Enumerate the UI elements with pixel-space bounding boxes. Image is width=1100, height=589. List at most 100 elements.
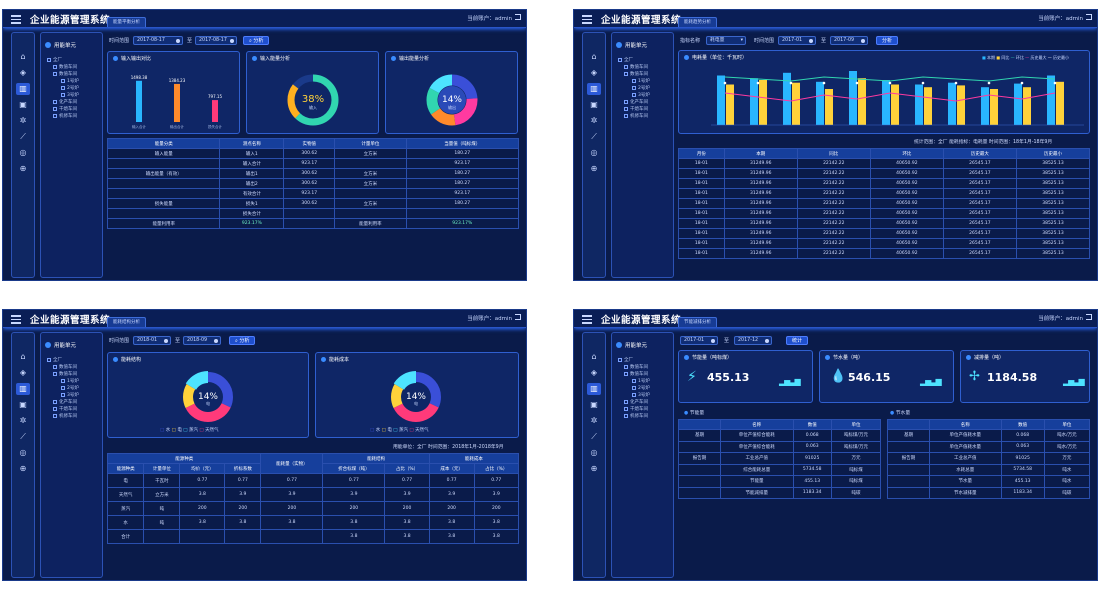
tree-node[interactable]: 3号炉 bbox=[632, 392, 650, 398]
chart-icon[interactable]: ▥ bbox=[587, 383, 601, 395]
statistics-button[interactable]: 统计 bbox=[786, 336, 809, 345]
home-icon[interactable]: ⌂ bbox=[20, 352, 26, 361]
menu-icon[interactable] bbox=[582, 313, 592, 324]
network-icon[interactable]: ⊕ bbox=[19, 164, 27, 173]
tab-energy-trend[interactable]: 能耗趋势分析 bbox=[678, 17, 717, 27]
tree-node[interactable]: 数值车间 bbox=[53, 64, 77, 70]
gear-icon[interactable]: ✲ bbox=[19, 116, 27, 125]
trend-icon[interactable]: ⟋ bbox=[591, 432, 597, 441]
tree-node[interactable]: 化产车间 bbox=[624, 399, 648, 405]
tab-energy-structure[interactable]: 能耗结构分析 bbox=[107, 317, 146, 327]
gear-icon[interactable]: ✲ bbox=[19, 416, 27, 425]
end-date-input[interactable]: 2017-09 bbox=[830, 36, 868, 45]
tree-node[interactable]: 干熄车间 bbox=[53, 406, 77, 412]
tree-node[interactable]: 全厂 bbox=[618, 357, 633, 363]
chart-icon[interactable]: ▥ bbox=[587, 83, 601, 95]
menu-icon[interactable] bbox=[11, 313, 21, 324]
tree-node[interactable]: 2号炉 bbox=[61, 85, 79, 91]
current-user: 当前账户：admin bbox=[1038, 316, 1083, 322]
energy-icon[interactable]: ◈ bbox=[19, 68, 27, 77]
report-icon[interactable]: ◎ bbox=[19, 448, 27, 457]
home-icon[interactable]: ⌂ bbox=[591, 352, 597, 361]
energy-icon[interactable]: ◈ bbox=[590, 68, 598, 77]
trend-icon[interactable]: ⟋ bbox=[20, 432, 26, 441]
tree-node[interactable]: 1号炉 bbox=[61, 78, 79, 84]
network-icon[interactable]: ⊕ bbox=[590, 164, 598, 173]
menu-icon[interactable] bbox=[582, 13, 592, 24]
tree-node[interactable]: 3号炉 bbox=[61, 92, 79, 98]
network-icon[interactable]: ⊕ bbox=[590, 464, 598, 473]
tab-energy-saving[interactable]: 节能减排分析 bbox=[678, 317, 717, 327]
tree-node[interactable]: 全厂 bbox=[47, 57, 62, 63]
device-icon[interactable]: ▣ bbox=[19, 100, 27, 109]
tree-node[interactable]: 数值车间 bbox=[624, 71, 648, 77]
tree-node[interactable]: 化产车间 bbox=[53, 399, 77, 405]
logout-icon[interactable] bbox=[1086, 314, 1092, 320]
start-date-input[interactable]: 2017-01 bbox=[680, 336, 718, 345]
tree-node[interactable]: 干熄车间 bbox=[53, 106, 77, 112]
logout-icon[interactable] bbox=[1086, 14, 1092, 20]
tree-node[interactable]: 干熄车间 bbox=[624, 406, 648, 412]
logout-icon[interactable] bbox=[515, 14, 521, 20]
tree-node[interactable]: 机修车间 bbox=[624, 113, 648, 119]
start-date-input[interactable]: 2017-01 bbox=[778, 36, 816, 45]
report-icon[interactable]: ◎ bbox=[590, 148, 598, 157]
network-icon[interactable]: ⊕ bbox=[19, 464, 27, 473]
chart-icon[interactable]: ▥ bbox=[16, 383, 30, 395]
table-cell bbox=[106, 178, 221, 189]
energy-icon[interactable]: ◈ bbox=[19, 368, 27, 377]
tree-node[interactable]: 机修车间 bbox=[53, 413, 77, 419]
indicator-select[interactable]: 耗电量 ▾ bbox=[706, 36, 746, 45]
tree-node[interactable]: 数值车间 bbox=[624, 64, 648, 70]
energy-icon[interactable]: ◈ bbox=[590, 368, 598, 377]
start-date-input[interactable]: 2018-01 bbox=[133, 336, 171, 345]
device-icon[interactable]: ▣ bbox=[19, 400, 27, 409]
tree-node[interactable]: 化产车间 bbox=[53, 99, 77, 105]
tree-node[interactable]: 数值车间 bbox=[53, 364, 77, 370]
bar-yoy bbox=[858, 78, 866, 125]
start-date-input[interactable]: 2017-08-17 bbox=[133, 36, 183, 45]
end-date-input[interactable]: 2018-09 bbox=[183, 336, 221, 345]
tree-node[interactable]: 2号炉 bbox=[632, 85, 650, 91]
bar bbox=[212, 100, 218, 122]
device-icon[interactable]: ▣ bbox=[590, 100, 598, 109]
screenshot-energy-saving: 企业能源管理系统 当前账户：admin ⌂ ◈ ▥ ▣ ✲ ⟋ ◎ ⊕ 用能单元… bbox=[573, 309, 1098, 581]
report-icon[interactable]: ◎ bbox=[590, 448, 598, 457]
tree-node[interactable]: 数值车间 bbox=[53, 371, 77, 377]
tree-node[interactable]: 1号炉 bbox=[632, 378, 650, 384]
tree-node[interactable]: 数值车间 bbox=[624, 364, 648, 370]
trend-icon[interactable]: ⟋ bbox=[591, 132, 597, 141]
trend-icon[interactable]: ⟋ bbox=[20, 132, 26, 141]
tree-node[interactable]: 化产车间 bbox=[624, 99, 648, 105]
tree-node[interactable]: 数值车间 bbox=[624, 371, 648, 377]
analyze-button[interactable]: 分析 bbox=[876, 36, 899, 45]
end-date-input[interactable]: 2017-12 bbox=[734, 336, 772, 345]
end-date-input[interactable]: 2017-08-17 bbox=[195, 36, 237, 45]
tree-node[interactable]: 干熄车间 bbox=[624, 106, 648, 112]
home-icon[interactable]: ⌂ bbox=[20, 52, 26, 61]
table-cell: 输入合计 bbox=[219, 158, 285, 169]
analyze-button[interactable]: ⌕ 分析 bbox=[229, 336, 256, 345]
tree-node[interactable]: 3号炉 bbox=[61, 392, 79, 398]
gear-icon[interactable]: ✲ bbox=[590, 116, 598, 125]
report-icon[interactable]: ◎ bbox=[19, 148, 27, 157]
analyze-button[interactable]: ⌕ 分析 bbox=[243, 36, 270, 45]
tree-node[interactable]: 1号炉 bbox=[632, 78, 650, 84]
range-label: 时间范围 bbox=[109, 38, 130, 44]
gear-icon[interactable]: ✲ bbox=[590, 416, 598, 425]
tree-node[interactable]: 全厂 bbox=[47, 357, 62, 363]
chart-icon[interactable]: ▥ bbox=[16, 83, 30, 95]
tree-node[interactable]: 3号炉 bbox=[632, 92, 650, 98]
logout-icon[interactable] bbox=[515, 314, 521, 320]
tree-node[interactable]: 机修车间 bbox=[53, 113, 77, 119]
tree-node[interactable]: 全厂 bbox=[618, 57, 633, 63]
tree-node[interactable]: 机修车间 bbox=[624, 413, 648, 419]
tree-node[interactable]: 1号炉 bbox=[61, 378, 79, 384]
tree-node[interactable]: 数值车间 bbox=[53, 71, 77, 77]
menu-icon[interactable] bbox=[11, 13, 21, 24]
device-icon[interactable]: ▣ bbox=[590, 400, 598, 409]
tree-node[interactable]: 2号炉 bbox=[632, 385, 650, 391]
home-icon[interactable]: ⌂ bbox=[591, 52, 597, 61]
tab-energy-balance[interactable]: 能量平衡分析 bbox=[107, 17, 146, 27]
tree-node[interactable]: 2号炉 bbox=[61, 385, 79, 391]
